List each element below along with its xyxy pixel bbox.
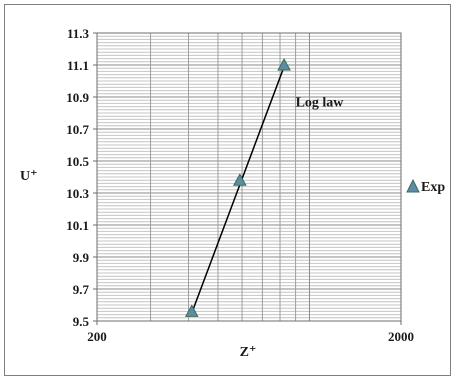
series-layer [184, 57, 291, 317]
y-tick-label: 11.1 [67, 58, 89, 73]
y-tick-label: 9.5 [73, 314, 90, 329]
x-tick-label: 2000 [388, 329, 414, 344]
y-axis-label: U⁺ [20, 169, 38, 184]
y-tick-labels: 9.5 9.7 9.9 10.1 10.3 10.5 10.7 10.9 11.1 11.3 [66, 26, 97, 329]
x-tick-labels: 200 2000 [87, 321, 414, 344]
log-law-line [191, 66, 285, 314]
legend: Exp [406, 178, 445, 195]
chart-frame [4, 4, 451, 376]
grid-lines [97, 33, 401, 321]
annotations: Log law [296, 96, 345, 111]
y-tick-label: 11.3 [67, 26, 90, 41]
y-tick-label: 10.9 [66, 90, 89, 105]
legend-marker-exp [406, 178, 420, 193]
plot-area [96, 32, 402, 322]
legend-label-exp: Exp [421, 180, 445, 195]
y-tick-label: 9.9 [73, 250, 90, 265]
data-point-exp [232, 173, 247, 186]
y-tick-label: 10.5 [66, 154, 89, 169]
x-tick-label: 200 [87, 329, 107, 344]
y-tick-label: 10.3 [66, 186, 89, 201]
y-tick-label: 9.7 [73, 282, 90, 297]
y-tick-label: 10.1 [66, 218, 89, 233]
annotation-log-law: Log law [296, 96, 345, 111]
data-point-exp [184, 304, 199, 317]
y-tick-label: 10.7 [66, 122, 89, 137]
data-point-exp [277, 57, 291, 71]
x-axis-label: Z⁺ [240, 345, 257, 360]
